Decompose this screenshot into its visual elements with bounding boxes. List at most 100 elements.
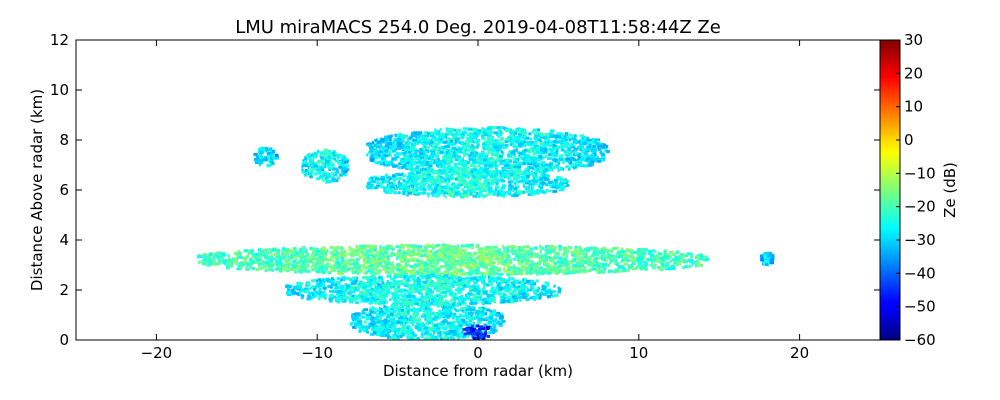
echo-cell — [405, 185, 410, 189]
echo-cell — [568, 265, 571, 269]
echo-cell — [552, 262, 557, 265]
echo-cell — [301, 263, 305, 267]
echo-cell — [460, 195, 465, 199]
echo-cell — [578, 268, 583, 272]
echo-cell — [303, 173, 309, 177]
echo-cell — [513, 168, 517, 172]
echo-cell — [345, 168, 350, 172]
echo-cell — [371, 180, 377, 184]
echo-cell — [343, 170, 348, 174]
echo-cell — [568, 138, 572, 142]
echo-cell — [439, 146, 444, 150]
echo-cell — [392, 176, 396, 180]
echo-cell — [323, 157, 327, 161]
echo-cell — [529, 157, 535, 160]
echo-cell — [303, 263, 308, 267]
echo-cell — [577, 256, 580, 260]
echo-cell — [674, 255, 677, 259]
echo-cell — [451, 182, 455, 186]
echo-cell — [389, 286, 393, 290]
echo-cell — [494, 190, 499, 194]
echo-cell — [319, 256, 324, 260]
echo-cell — [591, 267, 597, 271]
echo-cell — [543, 260, 546, 264]
echo-cell — [391, 149, 397, 153]
echo-cell — [461, 188, 464, 192]
echo-cell — [398, 162, 403, 166]
echo-cell — [301, 170, 304, 174]
echo-cell — [415, 183, 418, 187]
echo-cell — [587, 141, 592, 145]
echo-cell — [451, 137, 455, 141]
echo-cell — [318, 266, 324, 270]
echo-cell — [654, 250, 657, 254]
echo-cell — [543, 291, 548, 295]
echo-cell — [690, 255, 694, 259]
echo-cell — [484, 171, 490, 175]
echo-cell — [356, 262, 360, 266]
echo-cell — [663, 250, 667, 254]
echo-cell — [536, 162, 541, 166]
echo-cell — [429, 169, 434, 173]
echo-cell — [419, 191, 423, 195]
echo-cell — [479, 252, 485, 256]
echo-cell — [616, 253, 619, 257]
echo-cell — [590, 149, 596, 153]
echo-cell — [639, 249, 644, 253]
echo-cell — [318, 292, 322, 295]
echo-cell — [343, 156, 347, 160]
echo-cell — [563, 135, 569, 138]
echo-cell — [479, 166, 483, 170]
echo-cell — [426, 166, 429, 170]
echo-cell — [409, 253, 413, 257]
echo-cell — [329, 271, 332, 275]
echo-cell — [500, 186, 506, 190]
echo-cell — [564, 152, 568, 156]
echo-cell — [520, 190, 523, 194]
echo-cell — [596, 145, 599, 149]
echo-cell — [381, 140, 385, 144]
echo-cell — [476, 143, 480, 147]
echo-cell — [467, 280, 470, 284]
echo-cell — [384, 246, 388, 250]
echo-cell — [254, 261, 259, 265]
echo-cell — [212, 255, 215, 259]
echo-cell — [255, 268, 260, 272]
echo-cell — [493, 273, 496, 276]
echo-cell — [341, 247, 344, 251]
echo-cell — [574, 161, 578, 164]
echo-cell — [539, 170, 543, 174]
echo-cell — [476, 187, 481, 191]
echo-cell — [409, 159, 413, 163]
echo-cell — [563, 257, 568, 261]
echo-cell — [383, 268, 388, 272]
echo-cell — [487, 187, 492, 191]
echo-cell — [655, 254, 660, 258]
echo-cell — [324, 164, 330, 168]
echo-cell — [348, 246, 351, 249]
echo-cell — [472, 271, 476, 275]
echo-cell — [305, 172, 309, 175]
echo-cell — [467, 245, 470, 249]
echo-cell — [269, 147, 273, 151]
echo-cell — [381, 249, 387, 252]
echo-cell — [374, 147, 378, 151]
echo-cell — [651, 254, 655, 257]
echo-cell — [285, 269, 290, 273]
echo-cell — [310, 246, 313, 250]
echo-cell — [486, 152, 490, 156]
echo-cell — [200, 260, 204, 264]
echo-cell — [369, 251, 374, 255]
echo-cell — [400, 166, 404, 170]
echo-cell — [296, 266, 301, 270]
echo-cell — [260, 262, 264, 266]
echo-cell — [618, 254, 623, 258]
echo-cell — [314, 262, 318, 266]
echo-cell — [455, 269, 461, 273]
echo-cell — [486, 158, 491, 162]
echo-cell — [417, 254, 421, 258]
echo-cell — [557, 269, 561, 273]
echo-cell — [487, 149, 491, 153]
echo-cell — [514, 148, 519, 152]
echo-cell — [569, 246, 573, 250]
